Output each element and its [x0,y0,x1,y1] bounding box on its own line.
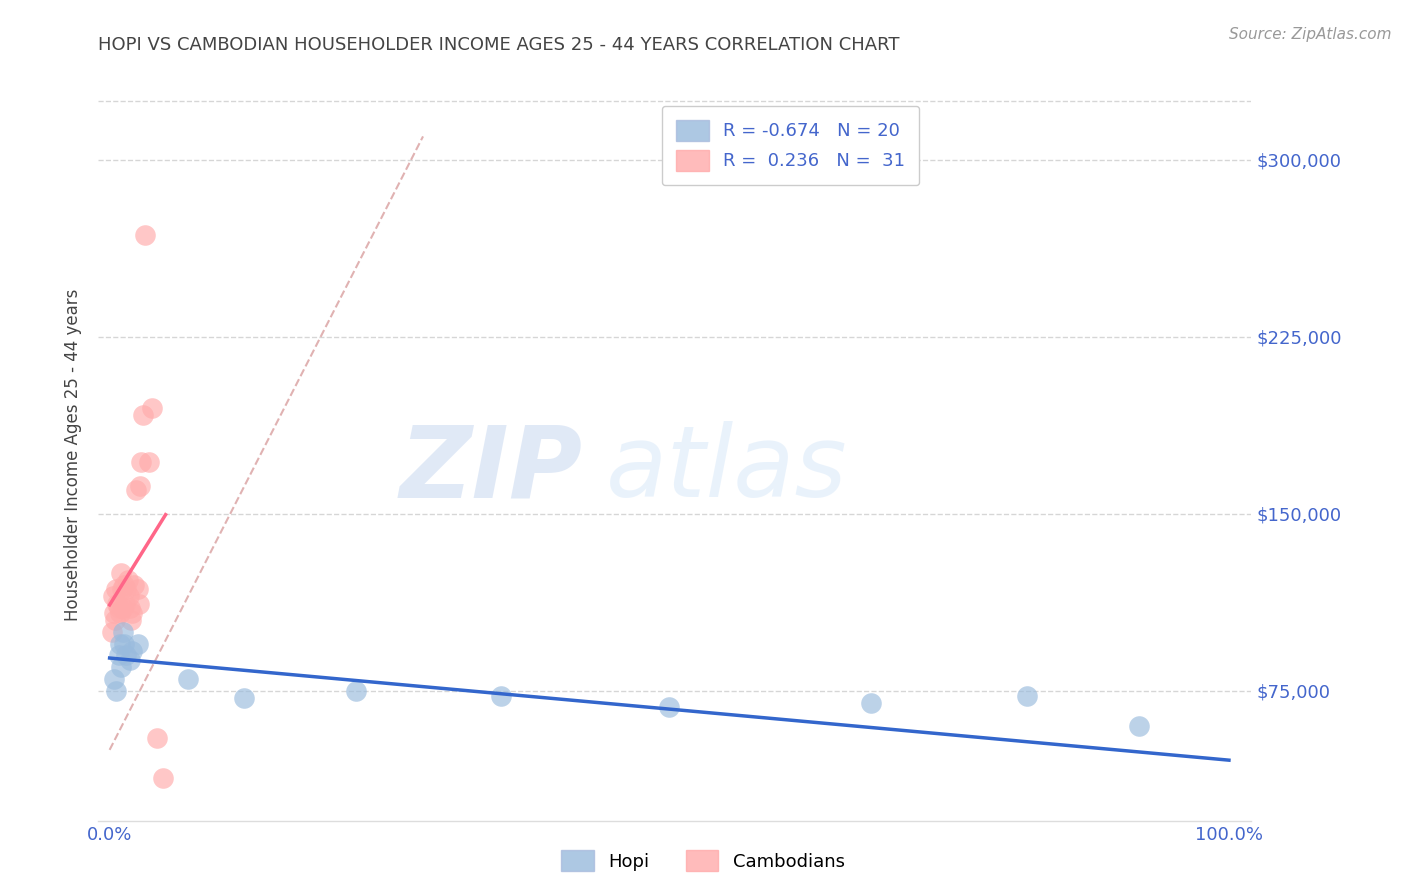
Point [103,672,125,686]
Point [138,455,160,469]
Point [101,624,124,639]
Point [232,690,254,705]
Point [115,582,138,597]
Point [103,606,125,620]
Point [101,590,124,604]
Point [1128,719,1150,733]
Point [117,573,139,587]
Point [110,660,132,674]
Point [121,644,143,658]
Point [152,771,174,785]
Point [128,478,150,492]
Point [120,613,142,627]
Point [105,582,128,597]
Point [107,648,129,663]
Legend: R = -0.674   N = 20, R =  0.236   N =  31: R = -0.674 N = 20, R = 0.236 N = 31 [662,105,920,186]
Y-axis label: Householder Income Ages 25 - 44 years: Householder Income Ages 25 - 44 years [65,289,83,621]
Point [110,566,132,580]
Point [112,601,135,615]
Point [104,613,127,627]
Point [134,228,156,243]
Point [112,624,135,639]
Point [132,408,155,422]
Point [108,606,131,620]
Point [105,684,128,698]
Text: HOPI VS CAMBODIAN HOUSEHOLDER INCOME AGES 25 - 44 YEARS CORRELATION CHART: HOPI VS CAMBODIAN HOUSEHOLDER INCOME AGE… [98,36,900,54]
Point [115,648,138,663]
Point [107,601,129,615]
Point [122,577,145,591]
Point [112,577,135,591]
Point [177,672,200,686]
Point [127,582,149,597]
Point [112,637,135,651]
Text: Source: ZipAtlas.com: Source: ZipAtlas.com [1229,27,1392,42]
Point [125,483,148,498]
Legend: Hopi, Cambodians: Hopi, Cambodians [554,843,852,879]
Point [141,401,163,415]
Point [128,597,150,611]
Point [108,637,131,651]
Point [344,684,367,698]
Point [129,455,152,469]
Point [491,689,513,703]
Point [658,700,681,714]
Point [859,696,882,710]
Point [1017,689,1039,703]
Text: ZIP: ZIP [399,421,582,518]
Point [118,653,141,667]
Point [127,637,149,651]
Point [121,606,143,620]
Point [118,601,141,615]
Point [107,597,129,611]
Text: atlas: atlas [606,421,848,518]
Point [1184,825,1206,839]
Point [145,731,167,745]
Point [111,582,134,597]
Point [114,597,136,611]
Point [117,590,139,604]
